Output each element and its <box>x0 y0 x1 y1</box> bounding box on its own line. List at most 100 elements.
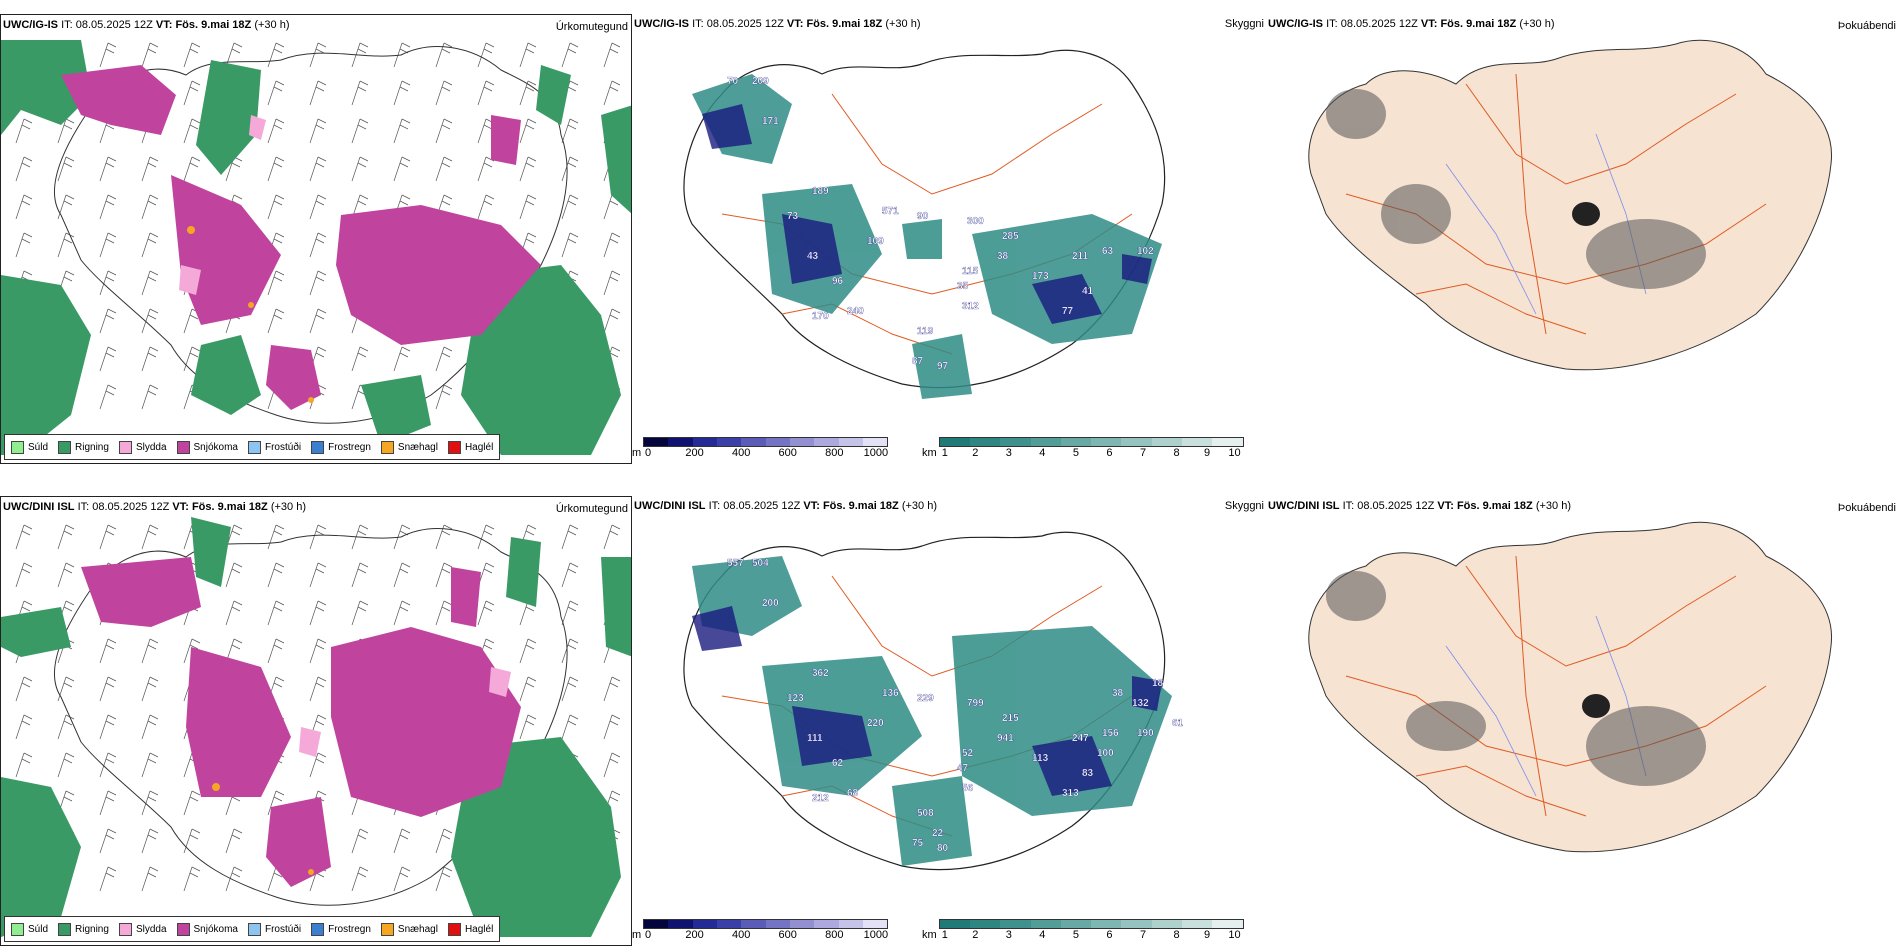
panel-title: UWC/DINI ISL IT: 08.05.2025 12Z VT: Fös.… <box>1268 500 1571 512</box>
visibility-panel-bottom: UWC/DINI ISL IT: 08.05.2025 12Z VT: Fös.… <box>632 496 1266 946</box>
cloudbase-colorbar-bottom: m 0 200 400 600 800 1000 <box>632 919 889 941</box>
legend-item-1: Rigning <box>58 922 109 936</box>
cloudbase-strip <box>643 919 889 929</box>
legend-item-7: Haglél <box>447 922 493 936</box>
precip-legend-top: Súld Rigning Slydda Snjókoma Frostúði Fr… <box>4 434 501 460</box>
legend-item-5: Frostregn <box>311 922 371 936</box>
legend-swatch <box>11 440 24 454</box>
cloud-base-label: 247 <box>1072 733 1089 744</box>
fog-panel-bottom: UWC/DINI ISL IT: 08.05.2025 12Z VT: Fös.… <box>1266 496 1900 896</box>
cloud-base-label: 132 <box>1132 698 1149 709</box>
visibility-strip <box>938 919 1244 929</box>
cloud-base-label: 215 <box>1002 713 1019 724</box>
precip-panel-top: UWC/IG-IS IT: 08.05.2025 12Z VT: Fös. 9.… <box>0 14 632 464</box>
fog-label: Þokuábendi <box>1837 502 1896 514</box>
cloud-base-label: 109 <box>867 236 884 247</box>
legend-swatch <box>58 440 72 454</box>
fog-map-top <box>1308 39 1833 371</box>
cloud-base-label: 200 <box>762 598 779 609</box>
cloud-base-label: 211 <box>1072 251 1089 262</box>
cloud-base-label: 43 <box>807 251 819 262</box>
cloud-base-label: 41 <box>1082 286 1094 297</box>
precip-panel-bottom: UWC/DINI ISL IT: 08.05.2025 12Z VT: Fös.… <box>0 496 632 946</box>
precip-label: Úrkomutegund <box>555 21 628 33</box>
cloud-base-label: 119 <box>917 326 934 337</box>
panel-title: UWC/IG-IS IT: 08.05.2025 12Z VT: Fös. 9.… <box>634 18 921 30</box>
cloud-base-label: 102 <box>1137 246 1154 257</box>
fog-map-bottom <box>1308 521 1833 853</box>
cloud-base-label: 61 <box>1172 718 1184 729</box>
fog-label: Þokuábendi <box>1837 20 1896 32</box>
cloud-base-label: 87 <box>912 356 924 367</box>
cloud-base-label: 47 <box>957 763 969 774</box>
cloud-base-label: 170 <box>812 311 829 322</box>
visibility-map-bottom: 557 504 200 123 362 136 220 111 62 68 212 229 799 215… <box>683 531 1184 871</box>
legend-swatch <box>380 440 394 454</box>
cloud-base-label: 571 <box>882 206 899 217</box>
panel-title: UWC/DINI ISL IT: 08.05.2025 12Z VT: Fös.… <box>3 501 306 513</box>
legend-item-7: Haglél <box>447 440 493 454</box>
cloud-base-label: 18 <box>1152 678 1164 689</box>
cloud-base-label: 96 <box>832 276 844 287</box>
cloudbase-strip <box>643 437 889 447</box>
legend-item-4: Frostúði <box>247 440 301 454</box>
visibility-strip <box>938 437 1244 447</box>
legend-item-2: Slydda <box>118 440 167 454</box>
cloud-base-label: 52 <box>962 748 974 759</box>
legend-item-4: Frostúði <box>247 922 301 936</box>
cloud-base-label: 62 <box>832 758 844 769</box>
cloud-base-label: 35 <box>957 281 969 292</box>
cloud-base-label: 212 <box>812 793 829 804</box>
panel-title: UWC/DINI ISL IT: 08.05.2025 12Z VT: Fös.… <box>634 500 937 512</box>
precip-map-bottom <box>1 517 631 937</box>
cloud-base-label: 115 <box>962 266 979 277</box>
precip-label: Úrkomutegund <box>555 503 628 515</box>
cloud-base-label: 56 <box>962 783 974 794</box>
cloud-base-label: 209 <box>752 76 769 87</box>
cloud-base-label: 100 <box>1097 748 1114 759</box>
legend-swatch <box>380 922 394 936</box>
precip-map-top <box>1 40 631 455</box>
panel-title: UWC/IG-IS IT: 08.05.2025 12Z VT: Fös. 9.… <box>3 19 290 31</box>
cloud-base-label: 189 <box>812 186 829 197</box>
legend-swatch <box>247 440 261 454</box>
cloud-base-label: 63 <box>1102 246 1114 257</box>
cloud-base-label: 113 <box>1032 753 1049 764</box>
cloud-base-label: 229 <box>917 693 934 704</box>
cloud-base-label: 362 <box>812 668 829 679</box>
precip-legend-bottom: Súld Rigning Slydda Snjókoma Frostúði Fr… <box>4 916 501 942</box>
legend-item-1: Rigning <box>58 440 109 454</box>
cloud-base-label: 300 <box>967 216 984 227</box>
cloudbase-colorbar-top: m 0 200 400 600 800 1000 <box>632 437 889 459</box>
cloud-base-label: 312 <box>962 301 979 312</box>
cloud-base-label: 508 <box>917 808 934 819</box>
visibility-label: Skyggni <box>1224 18 1264 30</box>
cloud-base-label: 240 <box>847 306 864 317</box>
cloud-base-label: 38 <box>1112 688 1124 699</box>
visibility-label: Skyggni <box>1224 500 1264 512</box>
cloud-base-label: 504 <box>752 558 769 569</box>
visibility-colorbar-bottom: km 1 2 3 4 5 6 7 8 9 10 <box>922 919 1244 941</box>
cloud-base-label: 123 <box>787 693 804 704</box>
legend-item-6: Snæhagl <box>380 440 438 454</box>
cloud-base-label: 171 <box>762 116 779 127</box>
cloud-base-label: 136 <box>882 688 899 699</box>
cloud-base-label: 557 <box>727 558 744 569</box>
legend-swatch <box>311 440 325 454</box>
legend-item-5: Frostregn <box>311 440 371 454</box>
cloud-base-label: 75 <box>912 838 924 849</box>
legend-swatch <box>447 440 461 454</box>
cloud-base-label: 173 <box>1032 271 1049 282</box>
visibility-panel-top: UWC/IG-IS IT: 08.05.2025 12Z VT: Fös. 9.… <box>632 14 1266 464</box>
cloud-base-label: 73 <box>787 211 799 222</box>
legend-item-0: Súld <box>11 922 48 936</box>
cloud-base-label: 111 <box>807 733 823 744</box>
visibility-map-top: 70 209 171 73 189 571 109 43 96 240 170 90 300 285 173… <box>683 49 1166 399</box>
cloud-base-label: 38 <box>997 251 1009 262</box>
cloud-base-label: 83 <box>1082 768 1094 779</box>
cloud-base-label: 97 <box>937 361 949 372</box>
cloud-base-label: 220 <box>867 718 884 729</box>
visibility-colorbar-top: km 1 2 3 4 5 6 7 8 9 10 <box>922 437 1244 459</box>
cloud-base-label: 190 <box>1137 728 1154 739</box>
cloud-base-label: 68 <box>847 788 859 799</box>
